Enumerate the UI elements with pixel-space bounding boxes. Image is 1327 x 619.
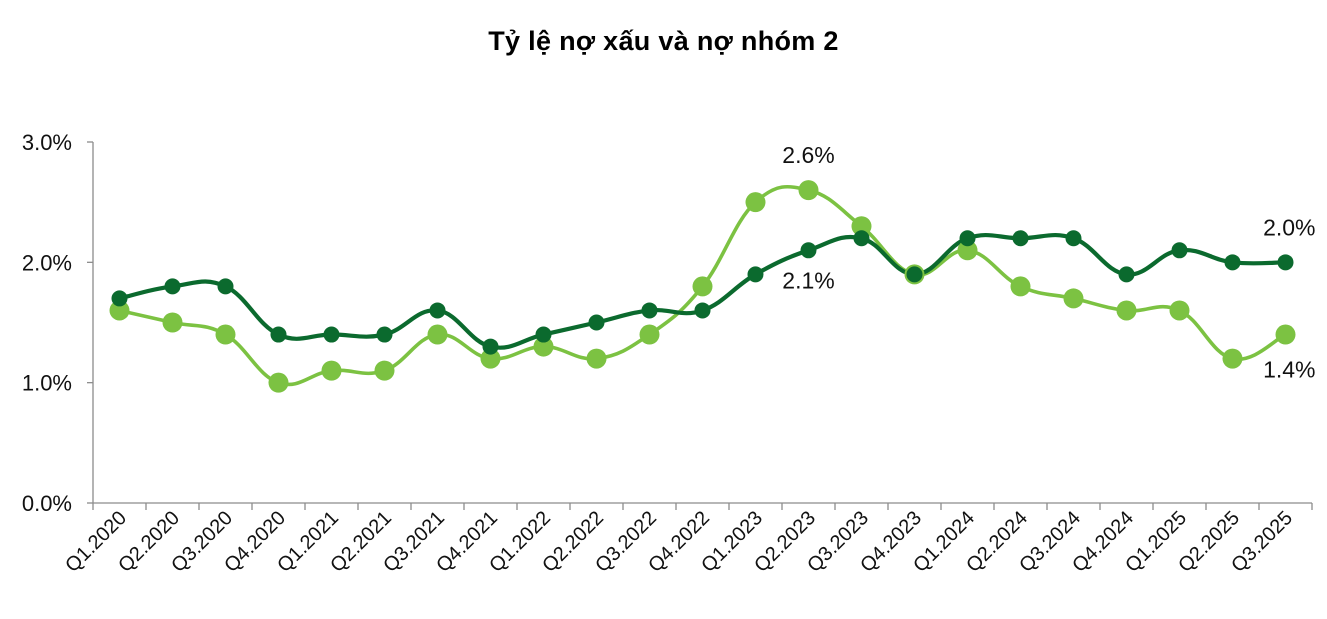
series-2-point <box>1169 300 1190 321</box>
series-points <box>109 180 1296 393</box>
y-tick-label: 0.0% <box>22 491 72 516</box>
series-1-point <box>429 302 446 319</box>
series-2-point <box>268 372 289 393</box>
y-tick-label: 2.0% <box>22 250 72 275</box>
series-2-point <box>533 336 554 357</box>
series-2-point <box>321 360 342 381</box>
series-1-point <box>906 266 923 283</box>
data-label: 2.1% <box>782 267 834 293</box>
series-2-point <box>851 216 872 237</box>
series-1-point <box>1277 254 1294 271</box>
series-1-point <box>959 230 976 247</box>
series-1-point <box>1012 230 1029 247</box>
series-2-point <box>1116 300 1137 321</box>
series-1-point <box>217 278 234 295</box>
series-2-point <box>162 312 183 333</box>
series-1-point <box>164 278 181 295</box>
series-1-point <box>694 302 711 319</box>
series-2-point <box>798 180 819 201</box>
series-1-point <box>588 314 605 331</box>
series-1-point <box>747 266 764 283</box>
series-1-point <box>482 338 499 355</box>
series-1-point <box>641 302 658 319</box>
series-1-point <box>376 326 393 343</box>
series-2-point <box>1063 288 1084 309</box>
series-1-point <box>1065 230 1082 247</box>
series-2-point <box>1222 348 1243 369</box>
data-labels: 2.6% 2.1% 2.0% 1.4% <box>782 142 1315 382</box>
series-2-point <box>639 324 660 345</box>
series-1-point <box>323 326 340 343</box>
series-2-point <box>215 324 236 345</box>
series-1-point <box>1118 266 1135 283</box>
series-2-point <box>586 348 607 369</box>
data-label: 1.4% <box>1263 357 1315 383</box>
axes: 0.0%1.0%2.0%3.0%Q1.2020Q2.2020Q3.2020Q4.… <box>22 130 1313 577</box>
series-2-point <box>109 300 130 321</box>
series-1-point <box>1224 254 1241 271</box>
series-1-point <box>270 326 287 343</box>
series-2-point <box>480 348 501 369</box>
series-2-point <box>745 192 766 213</box>
series-2-point <box>427 324 448 345</box>
chart-title: Tỷ lệ nợ xấu và nợ nhóm 2 <box>488 26 839 56</box>
y-tick-label: 3.0% <box>22 130 72 155</box>
series-1-point <box>1171 242 1188 259</box>
series-1-point <box>853 230 870 247</box>
series-2-point <box>1010 276 1031 297</box>
y-tick-label: 1.0% <box>22 371 72 396</box>
series-1-point <box>111 290 128 307</box>
data-label: 2.6% <box>782 142 834 168</box>
series-1-point <box>535 326 552 343</box>
series-2-point <box>1275 324 1296 345</box>
series-2-point <box>957 240 978 261</box>
series-2-point <box>692 276 713 297</box>
series-1-point <box>800 242 817 259</box>
series-2-point <box>374 360 395 381</box>
data-label: 2.0% <box>1263 214 1315 240</box>
